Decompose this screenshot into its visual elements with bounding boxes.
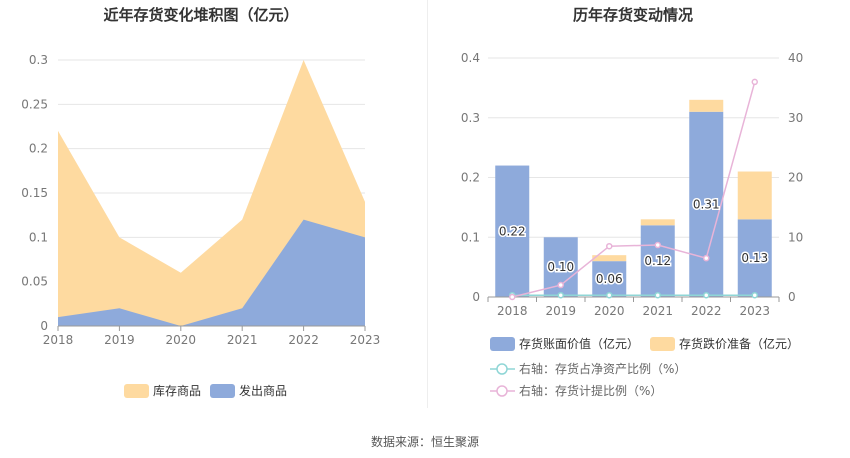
bar-book-value	[737, 219, 772, 297]
point-inventory-to-net-assets	[654, 291, 661, 299]
right-x-tick-label: 2018	[497, 304, 528, 318]
bar-book-value	[689, 111, 724, 298]
bar-book-value	[592, 261, 627, 297]
right-legend-marker	[496, 363, 508, 375]
left-x-tick-label: 2018	[43, 333, 74, 347]
bar-data-label: 0.12	[644, 254, 671, 268]
right-y-tick-label: 0	[472, 290, 480, 304]
bar-impairment-provision	[592, 255, 627, 262]
point-provision-ratio	[557, 281, 564, 289]
right-legend-swatch	[650, 337, 675, 351]
right-x-tick-label: 2020	[594, 304, 625, 318]
left-x-tick-label: 2019	[104, 333, 135, 347]
left-legend-swatch	[124, 384, 149, 398]
right-legend-label: 右轴：存货占净资产比例（%）	[519, 361, 686, 376]
left-x-tick-label: 2023	[350, 333, 381, 347]
left-y-tick-label: 0.25	[21, 97, 48, 111]
right-legend-label: 存货跌价准备（亿元）	[679, 336, 799, 351]
left-x-tick-label: 2021	[227, 333, 258, 347]
right-chart-title: 历年存货变动情况	[573, 6, 693, 24]
charts-svg: 近年存货变化堆积图（亿元） 0 0.05 0.1 0.15 0.2 0.25 0.3 2018 2…	[21, 6, 803, 398]
left-y-tick-label: 0.2	[29, 142, 48, 156]
left-y-tick-label: 0.1	[29, 230, 48, 244]
left-legend-label: 发出商品	[239, 383, 287, 398]
right-y-tick-label: 0.4	[461, 51, 480, 65]
left-y-tick-label: 0.3	[29, 53, 48, 67]
left-y-tick-label: 0.15	[21, 186, 48, 200]
bar-data-label: 0.22	[499, 224, 526, 238]
bar-impairment-provision	[737, 171, 772, 220]
point-inventory-to-net-assets	[557, 291, 564, 299]
right-legend-marker	[496, 385, 508, 397]
point-provision-ratio	[606, 242, 613, 250]
left-y-tick-label: 0.05	[21, 275, 48, 289]
area-series-shipped-goods	[58, 219, 365, 326]
bar-data-label: 0.13	[741, 251, 768, 265]
bar-data-label: 0.06	[596, 272, 623, 286]
right-y2-tick-label: 10	[788, 230, 803, 244]
left-legend-label: 库存商品	[153, 383, 201, 398]
bar-impairment-provision	[640, 219, 675, 226]
bar-data-label: 0.31	[693, 197, 720, 211]
source-text: 数据来源：恒生聚源	[370, 435, 479, 449]
right-y2-tick-label: 0	[788, 290, 796, 304]
left-legend-swatch	[210, 384, 235, 398]
left-chart-title: 近年存货变化堆积图（亿元）	[103, 6, 298, 24]
right-x-tick-label: 2021	[642, 304, 673, 318]
right-y-tick-label: 0.2	[461, 171, 480, 185]
right-legend-label: 右轴：存货计提比例（%）	[519, 383, 662, 398]
bar-data-label: 0.10	[547, 260, 574, 274]
point-inventory-to-net-assets	[751, 291, 758, 299]
panel-divider	[427, 0, 428, 408]
point-inventory-to-net-assets	[606, 291, 613, 299]
point-provision-ratio	[509, 293, 516, 301]
point-provision-ratio	[703, 254, 710, 262]
bar-book-value	[640, 225, 675, 297]
point-provision-ratio	[751, 78, 758, 86]
left-x-tick-label: 2020	[166, 333, 197, 347]
left-x-tick-label: 2022	[288, 333, 319, 347]
left-y-tick-label: 0	[40, 319, 48, 333]
point-inventory-to-net-assets	[703, 291, 710, 299]
point-provision-ratio	[654, 241, 661, 249]
right-y-tick-label: 0.1	[461, 230, 480, 244]
right-x-tick-label: 2023	[739, 304, 770, 318]
right-y-tick-label: 0.3	[461, 111, 480, 125]
line-provision-ratio	[512, 81, 756, 298]
bar-book-value	[495, 165, 530, 297]
right-y2-tick-label: 30	[788, 111, 803, 125]
right-legend-label: 存货账面价值（亿元）	[519, 336, 639, 351]
right-legend-swatch	[490, 337, 515, 351]
right-y2-tick-label: 20	[788, 171, 803, 185]
right-x-tick-label: 2022	[691, 304, 722, 318]
right-x-tick-label: 2019	[545, 304, 576, 318]
right-y2-tick-label: 40	[788, 51, 803, 65]
bar-impairment-provision	[689, 99, 724, 112]
